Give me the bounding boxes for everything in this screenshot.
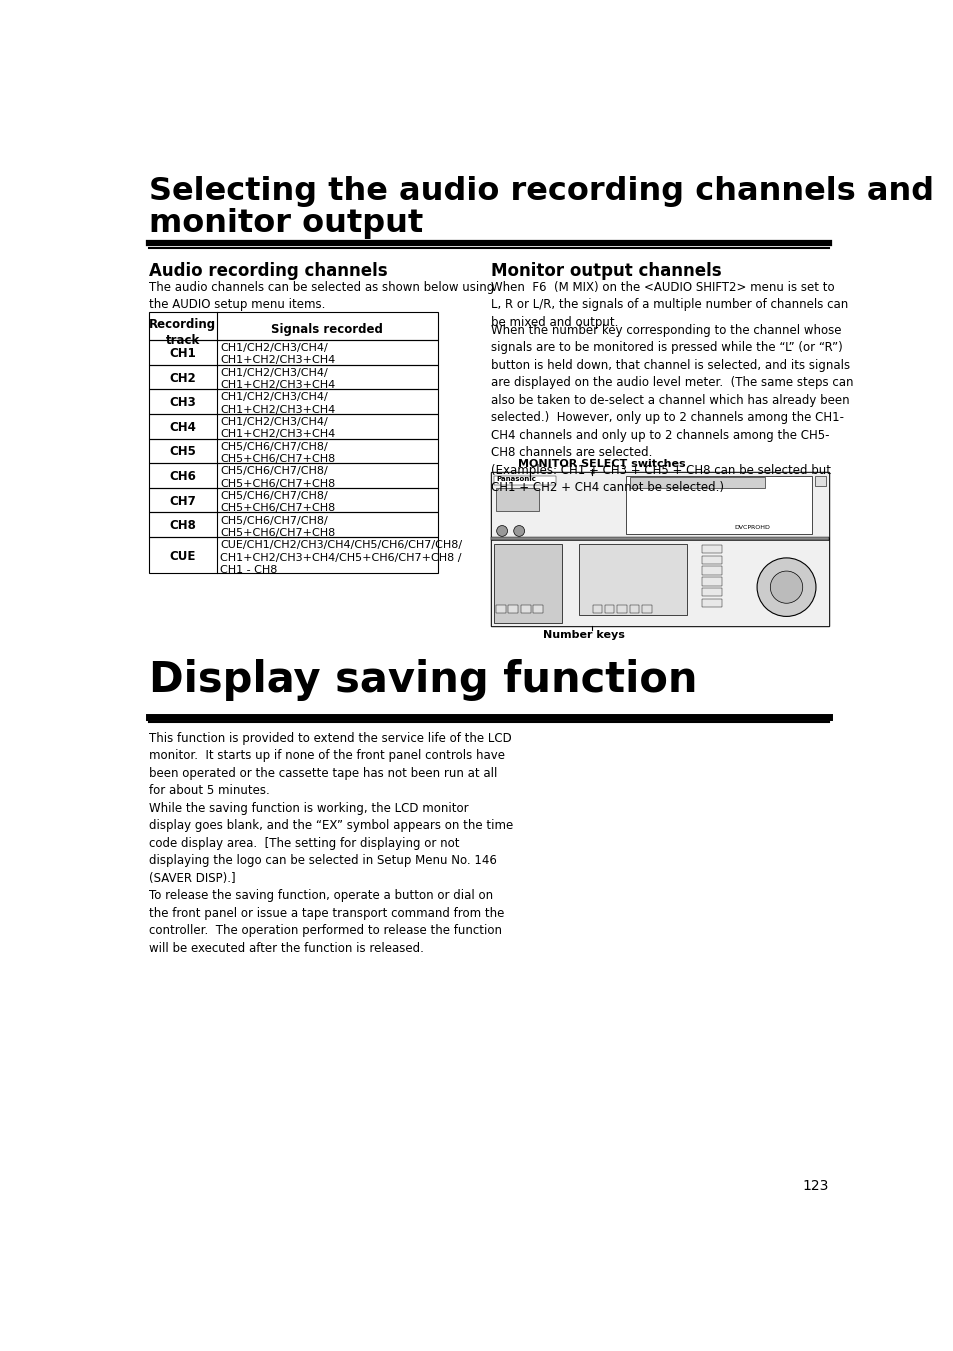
Bar bbox=[149, 312, 437, 340]
Bar bbox=[149, 538, 437, 573]
Bar bbox=[149, 365, 437, 389]
Text: CH1/CH2/CH3/CH4/
CH1+CH2/CH3+CH4: CH1/CH2/CH3/CH4/ CH1+CH2/CH3+CH4 bbox=[220, 392, 335, 415]
Text: When  F6  (M MIX) on the <AUDIO SHIFT2> menu is set to
L, R or L/R, the signals : When F6 (M MIX) on the <AUDIO SHIFT2> me… bbox=[491, 281, 847, 328]
Bar bbox=[701, 544, 720, 554]
Circle shape bbox=[769, 571, 801, 604]
Text: CH1: CH1 bbox=[170, 347, 196, 359]
Text: Number keys: Number keys bbox=[543, 631, 624, 640]
Bar bbox=[701, 555, 720, 565]
Bar bbox=[629, 605, 639, 612]
Bar bbox=[641, 605, 651, 612]
Bar bbox=[592, 605, 601, 612]
Bar bbox=[491, 473, 828, 627]
Text: CH3: CH3 bbox=[170, 396, 196, 409]
Circle shape bbox=[497, 526, 507, 536]
Bar bbox=[494, 476, 556, 485]
Bar bbox=[629, 477, 764, 488]
Text: CH1/CH2/CH3/CH4/
CH1+CH2/CH3+CH4: CH1/CH2/CH3/CH4/ CH1+CH2/CH3+CH4 bbox=[220, 343, 335, 366]
Text: monitor output: monitor output bbox=[149, 208, 422, 239]
Text: CH1/CH2/CH3/CH4/
CH1+CH2/CH3+CH4: CH1/CH2/CH3/CH4/ CH1+CH2/CH3+CH4 bbox=[220, 417, 335, 439]
Bar bbox=[149, 463, 437, 488]
Bar bbox=[149, 389, 437, 413]
Bar bbox=[701, 566, 720, 574]
Text: When the number key corresponding to the channel whose
signals are to be monitor: When the number key corresponding to the… bbox=[491, 324, 853, 494]
Bar bbox=[491, 473, 828, 538]
Text: CH5/CH6/CH7/CH8/
CH5+CH6/CH7+CH8: CH5/CH6/CH7/CH8/ CH5+CH6/CH7+CH8 bbox=[220, 490, 335, 513]
Text: CH6: CH6 bbox=[170, 470, 196, 484]
Text: CUE: CUE bbox=[170, 550, 195, 563]
Bar bbox=[496, 605, 505, 612]
Bar bbox=[520, 605, 530, 612]
Text: CH5/CH6/CH7/CH8/
CH5+CH6/CH7+CH8: CH5/CH6/CH7/CH8/ CH5+CH6/CH7+CH8 bbox=[220, 442, 335, 463]
Text: Selecting the audio recording channels and: Selecting the audio recording channels a… bbox=[149, 176, 933, 207]
Circle shape bbox=[757, 558, 815, 616]
Bar bbox=[533, 605, 542, 612]
Text: CH5/CH6/CH7/CH8/
CH5+CH6/CH7+CH8: CH5/CH6/CH7/CH8/ CH5+CH6/CH7+CH8 bbox=[220, 516, 335, 538]
Text: CUE/CH1/CH2/CH3/CH4/CH5/CH6/CH7/CH8/
CH1+CH2/CH3+CH4/CH5+CH6/CH7+CH8 /
CH1 - CH8: CUE/CH1/CH2/CH3/CH4/CH5/CH6/CH7/CH8/ CH1… bbox=[220, 540, 461, 576]
Bar bbox=[496, 488, 537, 511]
Text: CH5: CH5 bbox=[170, 446, 196, 458]
Text: Monitor output channels: Monitor output channels bbox=[491, 262, 721, 280]
Bar bbox=[626, 476, 811, 534]
Text: The audio channels can be selected as shown below using
the AUDIO setup menu ite: The audio channels can be selected as sh… bbox=[149, 281, 494, 311]
Text: CH7: CH7 bbox=[170, 494, 196, 508]
Bar bbox=[815, 476, 825, 486]
Bar bbox=[508, 605, 517, 612]
Bar bbox=[494, 544, 561, 623]
Bar bbox=[149, 488, 437, 512]
Circle shape bbox=[513, 526, 524, 536]
Text: 123: 123 bbox=[801, 1179, 828, 1193]
Bar bbox=[491, 540, 828, 627]
Bar bbox=[578, 544, 686, 615]
Text: CH2: CH2 bbox=[170, 372, 196, 385]
Bar bbox=[491, 538, 828, 540]
Text: Panasonic: Panasonic bbox=[497, 477, 536, 482]
Text: Display saving function: Display saving function bbox=[149, 659, 697, 701]
Bar bbox=[701, 598, 720, 607]
Text: Recording
track: Recording track bbox=[149, 319, 216, 347]
Bar bbox=[149, 413, 437, 439]
Text: CH4: CH4 bbox=[170, 422, 196, 434]
Text: CH5/CH6/CH7/CH8/
CH5+CH6/CH7+CH8: CH5/CH6/CH7/CH8/ CH5+CH6/CH7+CH8 bbox=[220, 466, 335, 489]
Bar bbox=[701, 588, 720, 596]
Bar bbox=[149, 512, 437, 538]
Bar bbox=[701, 577, 720, 585]
Bar bbox=[149, 439, 437, 463]
Text: MONITOR SELECT switches: MONITOR SELECT switches bbox=[517, 458, 685, 469]
Text: CH1/CH2/CH3/CH4/
CH1+CH2/CH3+CH4: CH1/CH2/CH3/CH4/ CH1+CH2/CH3+CH4 bbox=[220, 367, 335, 390]
Text: CH8: CH8 bbox=[170, 519, 196, 532]
Text: Audio recording channels: Audio recording channels bbox=[149, 262, 387, 280]
Bar bbox=[617, 605, 626, 612]
Bar bbox=[604, 605, 614, 612]
Text: This function is provided to extend the service life of the LCD
monitor.  It sta: This function is provided to extend the … bbox=[149, 732, 513, 955]
Text: DVCPROHD: DVCPROHD bbox=[734, 524, 770, 530]
Bar bbox=[149, 340, 437, 365]
Text: Signals recorded: Signals recorded bbox=[271, 323, 383, 336]
